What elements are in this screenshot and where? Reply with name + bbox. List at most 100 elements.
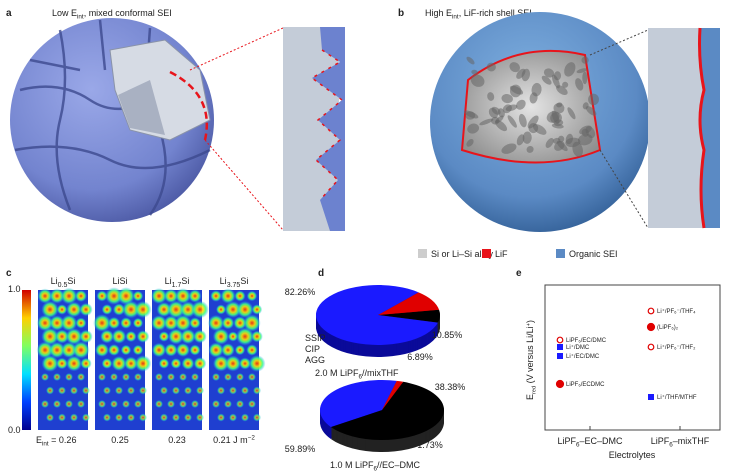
density-blob (253, 413, 261, 422)
pore (487, 92, 495, 101)
pore (551, 123, 564, 129)
density-blob (212, 373, 220, 381)
text-part: Si (67, 276, 75, 286)
column-label: LiSi (112, 276, 127, 286)
panel-b: b High Eint, LiF-rich shell SEI (398, 8, 720, 232)
density-blob (61, 342, 77, 358)
sei-layer (699, 28, 720, 228)
density-blob (251, 330, 263, 343)
density-blob (227, 331, 239, 342)
density-blob (191, 300, 209, 319)
density-blob (53, 373, 61, 381)
panel-letter: d (318, 268, 324, 279)
density-blob (127, 413, 135, 422)
density-blob (248, 355, 266, 372)
pore (581, 56, 589, 64)
marker (646, 322, 656, 332)
density-blob (180, 328, 196, 345)
pore (486, 62, 496, 72)
density-blob (167, 373, 175, 381)
pore (507, 115, 517, 128)
density-blob (112, 303, 126, 316)
pore (518, 113, 527, 128)
pore (553, 71, 562, 81)
density-blob (101, 304, 113, 315)
density-blob (136, 330, 150, 343)
density-blob (41, 373, 49, 381)
density-blob (239, 357, 251, 370)
density-blob (243, 314, 261, 332)
density-blob (125, 330, 137, 343)
density-blob (66, 355, 82, 372)
density-blob (175, 288, 191, 304)
text-part: 0.25 (111, 435, 129, 445)
density-blob (193, 357, 207, 370)
panel-letter: c (6, 268, 12, 279)
density-blob (168, 328, 184, 345)
panel-a: a Low Eint, mixed conformal SEI (6, 8, 345, 231)
text-part: E (446, 8, 452, 18)
density-blob (115, 386, 123, 395)
density-blob (72, 341, 90, 359)
porous-core (464, 56, 599, 157)
energy-label: 0.21 J m−2 (213, 434, 255, 445)
density-blob (167, 400, 175, 408)
density-blob (139, 386, 147, 395)
text-part: 2.0 M LiPF (315, 368, 359, 378)
density-blob (215, 304, 227, 315)
density-blob (224, 301, 242, 318)
density-blob (234, 344, 246, 356)
text-part: int (452, 14, 459, 21)
density-blob (127, 386, 135, 395)
density-blob (120, 317, 132, 329)
density-blob (158, 331, 170, 342)
density-blob (132, 344, 144, 356)
plot-frame (544, 284, 721, 431)
density-blob (75, 317, 87, 329)
density-blob (151, 288, 167, 304)
point-label: LiPF₆/EC/DMC (566, 338, 607, 344)
pore (543, 68, 555, 78)
density-blob (79, 329, 93, 344)
pie-value-label: 6.89% (407, 352, 433, 362)
density-blob (221, 343, 235, 357)
text-part: , mixed conformal SEI (84, 8, 172, 18)
marker (648, 394, 654, 400)
density-blob (60, 287, 78, 305)
density-blob (196, 413, 204, 422)
lif-layer (698, 27, 706, 229)
zoom-line (204, 139, 284, 231)
density-blob (181, 357, 195, 370)
pie-caption: 2.0 M LiPF6//mixTHF (315, 368, 399, 381)
density-blob (124, 356, 138, 371)
density-blob (167, 300, 185, 319)
density-blob (163, 315, 179, 331)
marker (647, 307, 655, 315)
pore (509, 84, 522, 98)
legend: Si or Li–Si alloy LiF Organic SEI (418, 249, 618, 259)
density-blob (134, 373, 142, 381)
pore (551, 74, 560, 89)
text-part: red (531, 386, 537, 394)
text-part: LiPF (557, 436, 576, 446)
density-blob (155, 373, 163, 381)
density-blob (36, 341, 54, 359)
density-blob (107, 316, 121, 330)
y-axis-label: Ered (V versus Li/Li+) (525, 320, 537, 400)
density-blob (103, 413, 111, 422)
density-blob (217, 386, 225, 395)
density-blob (82, 413, 90, 422)
x-axis-label: Electrolytes (609, 450, 656, 460)
density-blob (54, 329, 70, 344)
text-part: E (36, 435, 42, 445)
density-blob (179, 301, 197, 318)
pie-slice (330, 381, 445, 441)
legend-label: LiF (495, 249, 508, 259)
density-blob (111, 355, 127, 372)
text-part: High (425, 8, 446, 18)
text-part: –mixTHF (673, 436, 710, 446)
pie-value-label: 38.38% (435, 382, 466, 392)
legend-swatch (418, 249, 427, 258)
density-blob (224, 400, 232, 408)
density-blob (70, 413, 78, 422)
